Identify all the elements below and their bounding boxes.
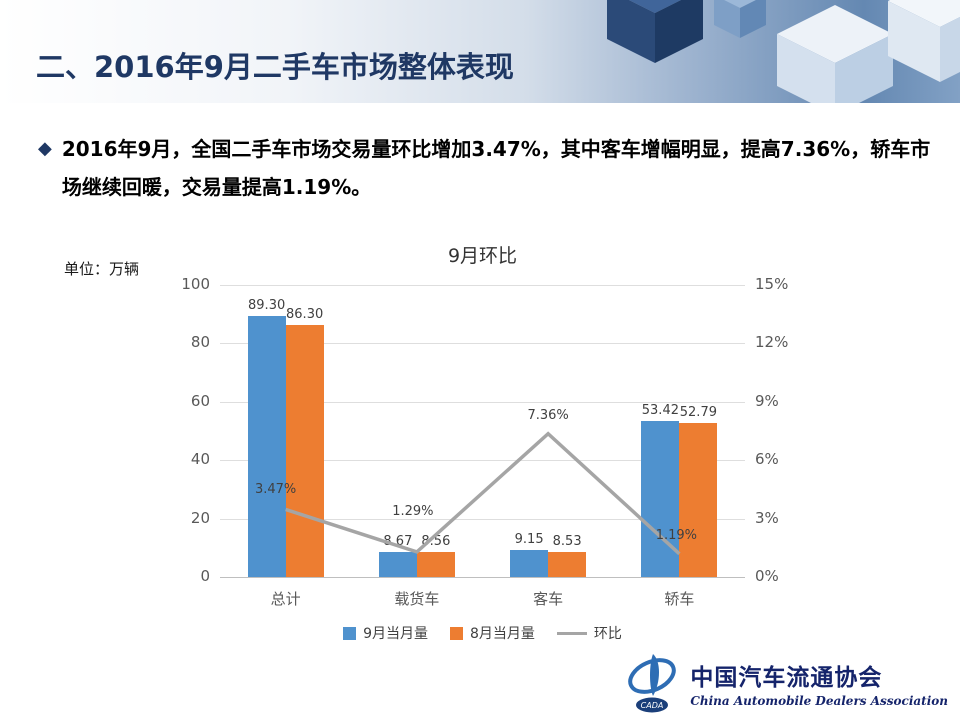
category-label: 轿车 xyxy=(664,590,695,608)
bullet-paragraph: ◆ 2016年9月，全国二手车市场交易量环比增加3.47%，其中客车增幅明显，提… xyxy=(38,130,932,206)
org-names: 中国汽车流通协会 China Automobile Dealers Associ… xyxy=(690,658,948,708)
category-label: 客车 xyxy=(533,590,564,608)
page-title: 二、2016年9月二手车市场整体表现 xyxy=(36,50,514,84)
right-axis-tick-label: 12% xyxy=(755,333,789,352)
gridline xyxy=(220,343,745,345)
bar xyxy=(378,551,417,577)
bar-value-label: 8.56 xyxy=(421,534,451,549)
cube-face xyxy=(888,0,960,27)
cada-logo-icon: CADA xyxy=(628,654,677,713)
bar-value-label: 89.30 xyxy=(248,298,286,314)
trend-line-svg xyxy=(285,431,681,556)
chart-title: 9月环比 xyxy=(447,245,518,267)
cube-face xyxy=(714,0,740,38)
gridline xyxy=(220,460,745,462)
chart-legend: 9月当月量 8月当月量 环比 xyxy=(220,623,745,643)
legend-label: 环比 xyxy=(593,626,622,642)
cube-face xyxy=(724,0,756,8)
bar xyxy=(247,316,286,577)
decor-cubes-graphic xyxy=(607,0,960,103)
bar xyxy=(285,325,324,577)
org-name-cn: 中国汽车流通协会 xyxy=(690,664,883,691)
left-axis-tick-label: 0 xyxy=(200,567,210,585)
line-value-label: 1.19% xyxy=(655,527,698,543)
left-axis-tick-label: 60 xyxy=(190,391,210,410)
gridline xyxy=(220,401,745,403)
legend-item: 环比 xyxy=(556,623,622,643)
slide-header: 二、2016年9月二手车市场整体表现 xyxy=(0,0,960,103)
cube-face xyxy=(835,34,893,103)
gridline xyxy=(220,518,745,520)
right-axis-tick-label: 9% xyxy=(755,391,779,410)
x-axis-line xyxy=(220,577,745,578)
bar xyxy=(679,422,718,577)
right-axis-tick-label: 6% xyxy=(755,450,779,469)
legend-color-swatch xyxy=(343,626,357,640)
cube-face xyxy=(607,0,655,63)
diamond-bullet-icon: ◆ xyxy=(38,138,52,159)
legend-item: 8月当月量 xyxy=(450,623,535,643)
gridline xyxy=(220,285,745,286)
left-axis-tick-label: 40 xyxy=(190,450,210,469)
bar-value-label: 53.42 xyxy=(641,403,679,418)
cube-face xyxy=(777,34,835,103)
logo-oval xyxy=(636,697,669,713)
cube-face xyxy=(888,1,940,82)
bar xyxy=(641,421,680,577)
left-axis-tick-label: 100 xyxy=(181,275,210,293)
trend-line xyxy=(285,431,681,556)
cada-mark-text: CADA xyxy=(641,701,664,710)
left-axis-tick-label: 20 xyxy=(190,508,210,527)
legend-label: 9月当月量 xyxy=(363,626,428,642)
legend-color-swatch xyxy=(450,626,463,640)
logo-swoosh xyxy=(650,654,660,696)
bullet-text: 2016年9月，全国二手车市场交易量环比增加3.47%，其中客车增幅明显，提高7… xyxy=(61,137,931,199)
legend-label: 8月当月量 xyxy=(470,626,535,642)
axis-unit-label: 单位：万辆 xyxy=(64,260,140,278)
left-axis-tick-label: 80 xyxy=(190,333,210,352)
line-value-label: 7.36% xyxy=(527,407,569,423)
bar-value-label: 52.79 xyxy=(679,404,717,420)
cube-face xyxy=(740,0,766,38)
category-label: 载货车 xyxy=(394,590,440,608)
line-value-label: 3.47% xyxy=(254,482,297,498)
org-name-en: China Automobile Dealers Association xyxy=(690,694,948,708)
bar-value-label: 86.30 xyxy=(286,307,324,322)
right-axis-tick-label: 15% xyxy=(755,275,789,293)
cube-face xyxy=(629,0,681,13)
cube-face xyxy=(940,17,960,82)
bar xyxy=(510,550,549,577)
right-axis-tick-label: 0% xyxy=(755,567,779,585)
logo-swirl xyxy=(628,658,677,694)
bar xyxy=(416,552,455,577)
bar-value-label: 9.15 xyxy=(514,532,544,548)
legend-item: 9月当月量 xyxy=(343,623,428,643)
legend-line-swatch xyxy=(556,631,587,635)
right-axis-tick-label: 3% xyxy=(755,508,779,527)
bar-value-label: 8.53 xyxy=(552,534,582,550)
category-label: 总计 xyxy=(270,590,301,608)
bar xyxy=(548,552,587,577)
cube-face xyxy=(655,0,703,63)
org-logo: CADA 中国汽车流通协会 China Automobile Dealers A… xyxy=(624,652,948,714)
line-value-label: 1.29% xyxy=(392,503,434,519)
